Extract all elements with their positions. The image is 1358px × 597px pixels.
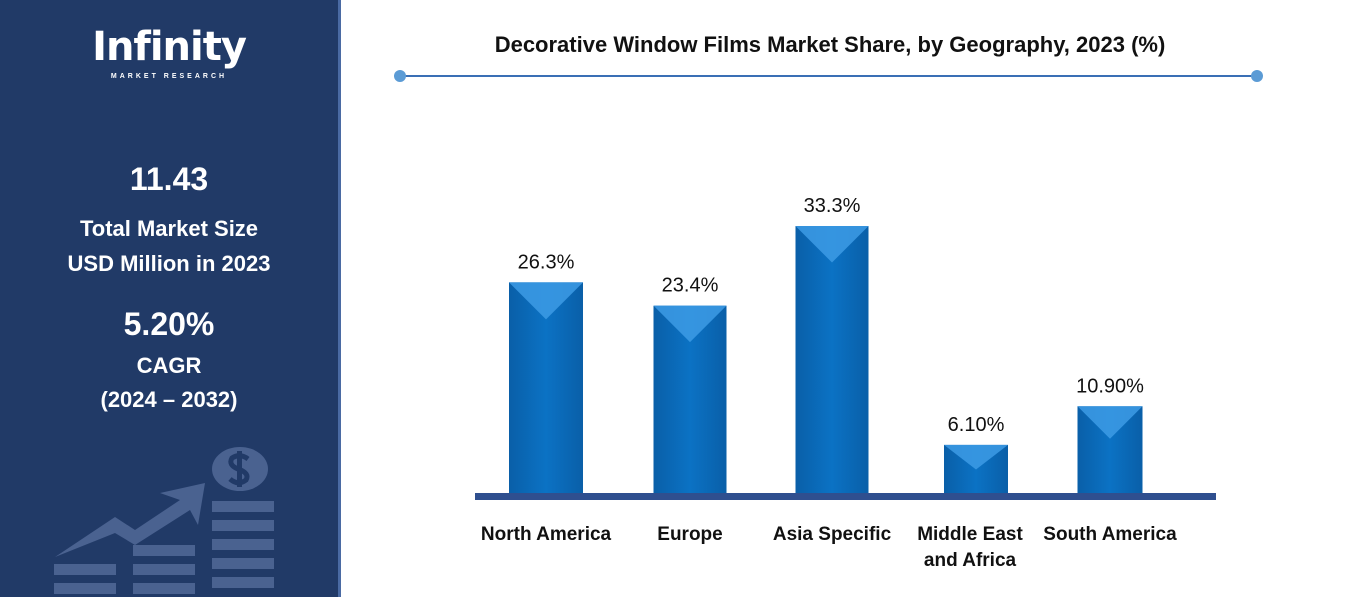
data-label: 26.3% bbox=[518, 251, 575, 273]
x-axis-line bbox=[475, 493, 1216, 500]
bar-highlight bbox=[653, 305, 727, 343]
x-tick-label: Europe bbox=[657, 524, 722, 545]
logo-text: Infinity bbox=[92, 24, 247, 70]
title-underline bbox=[400, 75, 1257, 77]
bar-highlight bbox=[795, 226, 869, 263]
cagr-label: CAGR bbox=[136, 353, 202, 378]
underline-dot-left bbox=[394, 70, 406, 82]
market-size-value: 11.43 bbox=[129, 161, 209, 197]
bar bbox=[795, 226, 869, 494]
x-tick-label: South America bbox=[1043, 524, 1177, 545]
market-size-label: Total Market Size bbox=[79, 216, 259, 241]
x-tick-label: North America bbox=[481, 524, 612, 545]
cagr-value: 5.20% bbox=[123, 306, 215, 342]
growth-chart-icon bbox=[54, 447, 274, 594]
logo: Infinity MARKET RESEARCH bbox=[0, 24, 338, 82]
market-size-unit: USD Million in 2023 bbox=[67, 251, 271, 276]
logo-subtext: MARKET RESEARCH bbox=[110, 73, 228, 80]
data-label: 10.90% bbox=[1076, 375, 1144, 397]
bar-highlight bbox=[1077, 406, 1143, 439]
underline-dot-right bbox=[1251, 70, 1263, 82]
bar-highlight bbox=[509, 282, 583, 320]
sidebar: Infinity MARKET RESEARCH 11.43 Total Mar… bbox=[0, 0, 341, 597]
data-label: 33.3% bbox=[804, 195, 861, 217]
data-label: 6.10% bbox=[948, 414, 1005, 436]
x-tick-label: Middle East bbox=[917, 524, 1023, 545]
cagr-period: (2024 – 2032) bbox=[100, 387, 238, 412]
x-tick-label: and Africa bbox=[924, 550, 1017, 571]
bar-highlight bbox=[944, 444, 1008, 470]
data-label: 23.4% bbox=[662, 275, 719, 297]
x-tick-label: Asia Specific bbox=[773, 524, 892, 545]
chart-title: Decorative Window Films Market Share, by… bbox=[494, 32, 1166, 57]
